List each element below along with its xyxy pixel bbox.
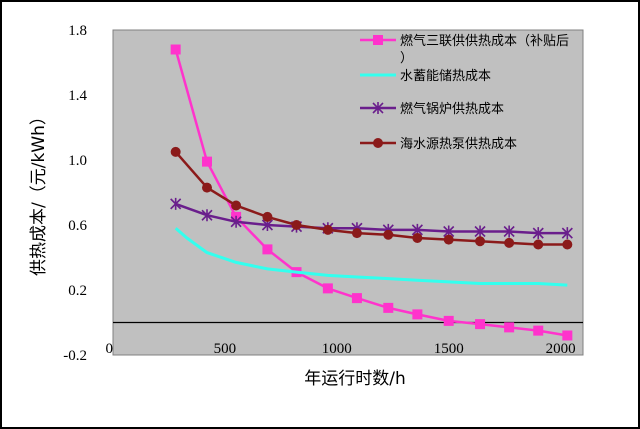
legend-item: 海水源热泵供热成本 [360,137,517,152]
data-point [262,244,273,255]
data-point [533,325,544,336]
plot-area [112,29,584,356]
data-point [504,322,515,333]
data-point [373,35,383,45]
x-axis-title: 年运行时数/h [304,369,406,389]
x-tick-label: 0 [106,341,114,357]
data-point [230,215,242,228]
data-point [412,233,423,243]
series-line [175,202,568,235]
legend-item: 燃气三联供供热成本（补贴后） [360,33,569,66]
data-point [231,200,242,211]
legend-label: 燃气三联供供热成本（补贴后） [400,33,569,66]
data-point [291,220,302,230]
y-tick-labels: -0.2 0.2 0.6 1.0 1.4 1.8 [63,23,87,364]
y-tick-label: 1.8 [68,23,87,39]
data-point [562,330,573,341]
y-tick-label: 1.0 [68,153,87,169]
legend-label: 水蓄能储热成本 [400,69,491,84]
data-point [373,138,383,148]
data-point [561,227,573,240]
series-circle [170,146,573,250]
legend-item: 水蓄能储热成本 [360,69,491,84]
data-point [202,182,212,193]
data-point [443,315,454,326]
x-tick-labels: 0 500 1000 1500 2000 [106,341,576,357]
data-point [201,209,213,222]
data-point [351,228,362,239]
data-point [562,239,573,250]
data-point [383,302,394,313]
data-point [503,225,515,238]
data-point [533,239,544,250]
data-point [475,319,486,330]
data-point [351,293,362,304]
data-point [372,102,384,114]
data-point [532,227,544,240]
data-point [170,197,182,210]
data-point [443,234,454,245]
data-point [412,309,423,320]
data-point [170,44,181,55]
x-tick-label: 500 [214,341,237,357]
series-none [174,227,568,287]
data-point [262,211,273,222]
x-tick-label: 1000 [322,341,352,357]
y-tick-label: 0.2 [68,283,87,299]
data-point [202,156,212,167]
data-point [322,283,333,294]
x-tick-label: 1500 [434,341,464,357]
data-point [504,237,515,248]
data-point [170,146,181,157]
y-tick-label: 0.6 [68,218,87,234]
x-tick-label: 2000 [546,341,576,357]
data-point [474,225,486,238]
y-axis-title: 供热成本/（元/kWh） [29,108,49,276]
data-point [383,229,394,240]
data-point [322,224,333,235]
legend-label: 海水源热泵供热成本 [400,137,517,152]
y-tick-label: -0.2 [63,348,87,364]
legend-item: 燃气锅炉供热成本 [360,101,504,117]
legend-label: 燃气锅炉供热成本 [400,101,504,117]
y-tick-label: 1.4 [68,88,87,104]
series-line [174,227,568,287]
data-point [475,236,486,247]
series-layer [170,44,573,341]
